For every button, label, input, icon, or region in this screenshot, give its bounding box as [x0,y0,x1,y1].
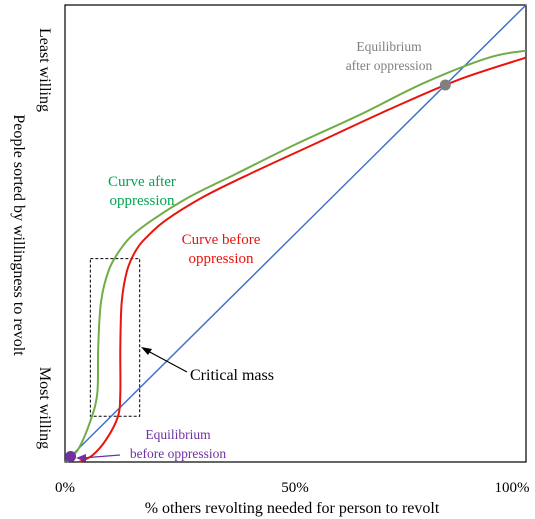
after-curve-label-2: oppression [110,193,175,209]
x-axis-label: % others revolting needed for person to … [145,500,440,517]
before-curve-label-2: oppression [189,251,254,267]
eq-before-label-2: before oppression [130,446,227,461]
after-curve-label: Curve after [108,174,176,190]
y-top-label: Least willing [36,28,53,112]
eq-before-arrow [81,454,121,459]
critical-mass-arrowhead [141,347,152,355]
eq-after-label: Equilibrium [356,39,422,54]
x-tick-label-100: 100% [495,480,530,496]
eq-before-label: Equilibrium [145,427,211,442]
before-oppression-curve [78,56,527,463]
critical-mass-label: Critical mass [190,367,274,384]
eq-before-arrowhead [76,454,86,462]
diagonal-line [64,4,527,463]
critical-mass-arrow [145,349,188,373]
critical-mass-box [89,258,141,417]
chart-marks [64,4,527,463]
eq-after-label-2: after oppression [346,58,433,73]
plot-frame [64,4,527,463]
x-tick-label-0: 0% [55,480,75,496]
equilibrium-after-point [439,79,451,91]
y-axis-label: People sorted by willingness to revolt [10,114,27,356]
before-curve-label: Curve before [182,232,261,248]
x-tick-label-50: 50% [281,480,309,496]
equilibrium-before-point [65,451,77,463]
y-bottom-label: Most willing [36,367,53,449]
after-oppression-curve [66,49,527,463]
